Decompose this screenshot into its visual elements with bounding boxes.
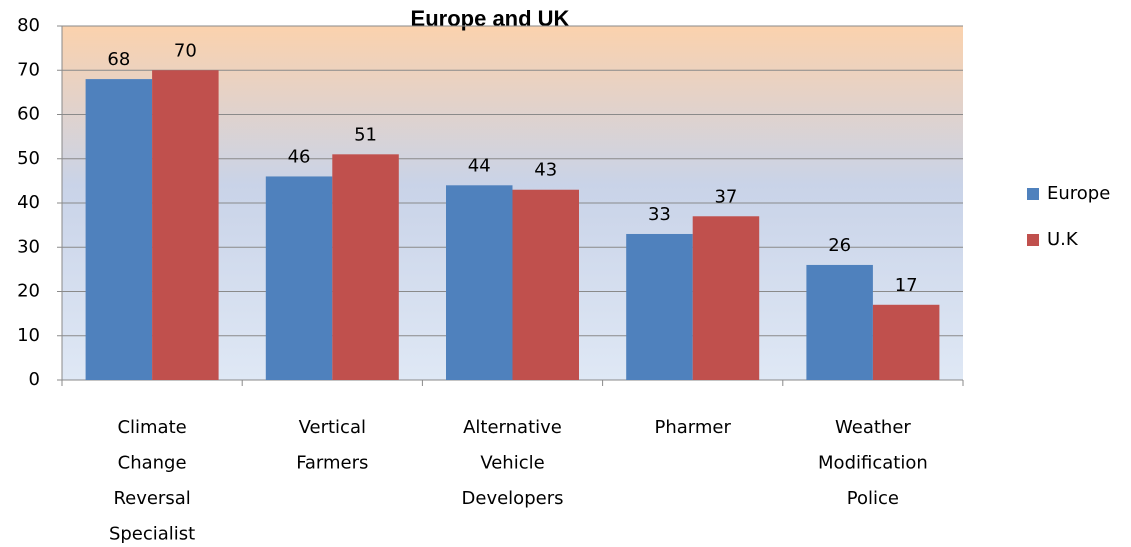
x-tick-label: Vertical Farmers [296,417,368,474]
chart-title: Europe and UK [411,6,570,31]
y-tick-label: 80 [17,15,40,36]
bar [626,233,693,380]
y-tick-label: 0 [29,369,40,390]
data-label: 44 [468,155,491,176]
x-tick-label: Weather Modification Police [818,417,928,509]
bar [692,216,760,380]
y-tick-label: 50 [17,148,40,169]
data-label: 17 [895,275,918,296]
bar [872,304,940,380]
bar [512,189,579,380]
data-label: 26 [828,235,851,256]
data-label: 37 [714,186,737,207]
legend-swatch [1027,188,1039,200]
data-label: 46 [288,146,311,167]
legend-label: U.K [1047,229,1079,250]
bar [85,79,153,380]
x-tick-label: Pharmer [655,417,732,438]
y-tick-label: 10 [17,325,40,346]
bar [806,264,873,380]
legend-label: Europe [1047,183,1110,204]
data-label: 68 [107,49,130,70]
x-tick-label: Alternative Vehicle Developers [462,417,564,509]
data-label: 33 [648,204,671,225]
data-label: 70 [174,40,197,61]
bar [446,185,513,380]
legend-swatch [1027,234,1039,246]
data-label: 43 [534,160,557,181]
y-tick-label: 60 [17,104,40,125]
x-tick-label: Climate Change Reversal Specialist [109,417,195,545]
y-tick-label: 70 [17,59,40,80]
y-tick-label: 30 [17,236,40,257]
data-label: 51 [354,124,377,145]
bar [152,70,219,380]
bar [265,176,333,380]
y-tick-label: 40 [17,192,40,213]
y-tick-label: 20 [17,281,40,302]
bar [332,154,399,380]
